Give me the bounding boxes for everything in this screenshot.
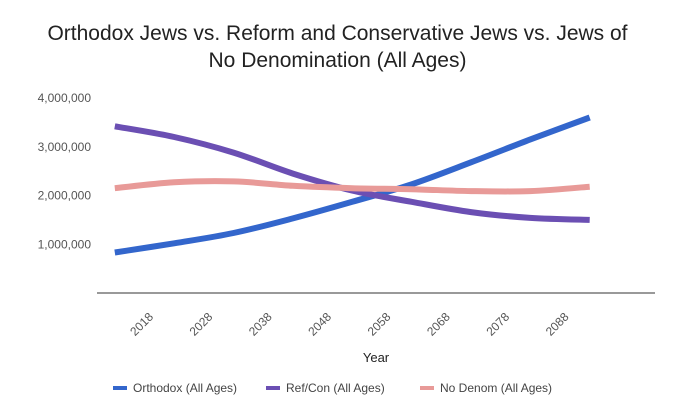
legend-label: Ref/Con (All Ages) <box>286 381 385 395</box>
chart-title-line-2: No Denomination (All Ages) <box>208 49 467 72</box>
x-tick-label: 2068 <box>424 310 453 339</box>
x-tick-label: 2088 <box>543 310 572 339</box>
x-tick-label: 2028 <box>187 310 216 339</box>
x-tick-label: 2058 <box>365 310 394 339</box>
y-tick-label: 3,000,000 <box>38 140 92 154</box>
series-line-3 <box>114 178 590 195</box>
series-line-1 <box>114 114 591 256</box>
x-axis-label: Year <box>363 350 390 365</box>
legend-label: No Denom (All Ages) <box>440 381 552 395</box>
legend-label: Orthodox (All Ages) <box>133 381 237 395</box>
chart-title-line-1: Orthodox Jews vs. Reform and Conservativ… <box>47 22 628 45</box>
x-tick-label: 2078 <box>483 310 512 339</box>
chart-title: Orthodox Jews vs. Reform and Conservativ… <box>0 20 675 74</box>
x-tick-label: 2038 <box>246 310 275 339</box>
series-lines <box>114 114 591 256</box>
y-axis-ticks: 1,000,000 2,000,000 3,000,000 4,000,000 <box>38 91 92 251</box>
y-tick-label: 4,000,000 <box>38 91 92 105</box>
y-tick-label: 1,000,000 <box>38 237 92 251</box>
y-tick-label: 2,000,000 <box>38 189 92 203</box>
series-line-2 <box>114 123 590 223</box>
x-axis-ticks: 2018 2028 2038 2048 2058 2068 2078 2088 <box>127 310 572 339</box>
legend: Orthodox (All Ages) Ref/Con (All Ages) No … <box>113 381 552 395</box>
x-tick-label: 2018 <box>127 310 156 339</box>
x-tick-label: 2048 <box>305 310 334 339</box>
